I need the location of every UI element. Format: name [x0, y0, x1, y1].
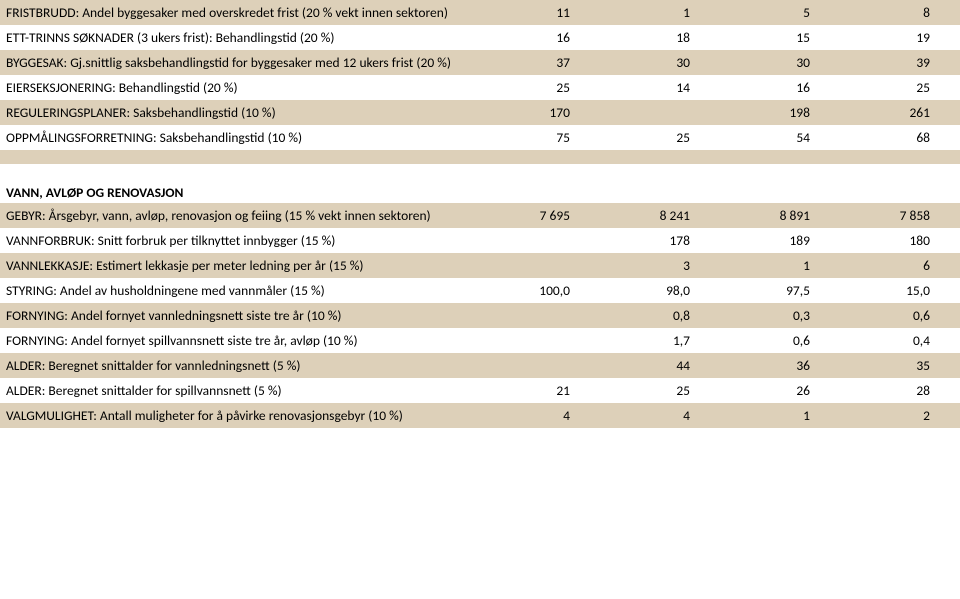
row-value: 189	[720, 228, 840, 253]
row-label: ETT-TRINNS SØKNADER (3 ukers frist): Beh…	[0, 25, 480, 50]
row-value: 14	[600, 75, 720, 100]
row-value: 37	[480, 50, 600, 75]
table-row: FORNYING: Andel fornyet spillvannsnett s…	[0, 328, 960, 353]
row-value: 0,6	[840, 303, 960, 328]
row-label: EIERSEKSJONERING: Behandlingstid (20 %)	[0, 75, 480, 100]
table-row: ALDER: Beregnet snittalder for spillvann…	[0, 378, 960, 403]
row-label: FRISTBRUDD: Andel byggesaker med overskr…	[0, 0, 480, 25]
row-label: BYGGESAK: Gj.snittlig saksbehandlingstid…	[0, 50, 480, 75]
row-value	[480, 303, 600, 328]
row-value: 44	[600, 353, 720, 378]
row-value: 3	[600, 253, 720, 278]
row-value: 21	[480, 378, 600, 403]
row-value	[480, 328, 600, 353]
row-value: 39	[840, 50, 960, 75]
row-value	[480, 228, 600, 253]
row-value: 4	[600, 403, 720, 428]
row-value: 68	[840, 125, 960, 150]
row-value: 5	[720, 0, 840, 25]
row-label: ALDER: Beregnet snittalder for vannledni…	[0, 353, 480, 378]
row-value: 0,4	[840, 328, 960, 353]
row-value: 180	[840, 228, 960, 253]
row-value: 54	[720, 125, 840, 150]
table-row: STYRING: Andel av husholdningene med van…	[0, 278, 960, 303]
row-label: VANNFORBRUK: Snitt forbruk per tilknytte…	[0, 228, 480, 253]
table-row: ALDER: Beregnet snittalder for vannledni…	[0, 353, 960, 378]
row-value: 170	[480, 100, 600, 125]
row-value: 28	[840, 378, 960, 403]
row-value	[480, 253, 600, 278]
table-row: BYGGESAK: Gj.snittlig saksbehandlingstid…	[0, 50, 960, 75]
row-value: 261	[840, 100, 960, 125]
table-row: VANNFORBRUK: Snitt forbruk per tilknytte…	[0, 228, 960, 253]
row-value: 1	[720, 403, 840, 428]
section-header: VANN, AVLØP OG RENOVASJON	[0, 178, 960, 203]
row-label: VALGMULIGHET: Antall muligheter for å på…	[0, 403, 480, 428]
row-value: 1	[600, 0, 720, 25]
row-value: 0,8	[600, 303, 720, 328]
row-value: 36	[720, 353, 840, 378]
row-value: 4	[480, 403, 600, 428]
row-label: ALDER: Beregnet snittalder for spillvann…	[0, 378, 480, 403]
row-value: 26	[720, 378, 840, 403]
row-value: 75	[480, 125, 600, 150]
row-value	[480, 353, 600, 378]
row-value	[600, 100, 720, 125]
row-value: 35	[840, 353, 960, 378]
row-label: GEBYR: Årsgebyr, vann, avløp, renovasjon…	[0, 203, 480, 228]
row-value: 8 891	[720, 203, 840, 228]
row-value: 8 241	[600, 203, 720, 228]
row-value: 178	[600, 228, 720, 253]
table-row: OPPMÅLINGSFORRETNING: Saksbehandlingstid…	[0, 125, 960, 150]
row-label: FORNYING: Andel fornyet spillvannsnett s…	[0, 328, 480, 353]
table-row: VALGMULIGHET: Antall muligheter for å på…	[0, 403, 960, 428]
table-row: ETT-TRINNS SØKNADER (3 ukers frist): Beh…	[0, 25, 960, 50]
table-row: FORNYING: Andel fornyet vannledningsnett…	[0, 303, 960, 328]
row-value: 198	[720, 100, 840, 125]
row-label: VANNLEKKASJE: Estimert lekkasje per mete…	[0, 253, 480, 278]
row-value: 25	[600, 378, 720, 403]
table-row: VANNLEKKASJE: Estimert lekkasje per mete…	[0, 253, 960, 278]
row-value: 16	[720, 75, 840, 100]
row-value: 98,0	[600, 278, 720, 303]
row-value: 30	[600, 50, 720, 75]
table-row: FRISTBRUDD: Andel byggesaker med overskr…	[0, 0, 960, 25]
data-table: FRISTBRUDD: Andel byggesaker med overskr…	[0, 0, 960, 428]
row-value: 1	[720, 253, 840, 278]
row-label: OPPMÅLINGSFORRETNING: Saksbehandlingstid…	[0, 125, 480, 150]
row-label: FORNYING: Andel fornyet vannledningsnett…	[0, 303, 480, 328]
row-value: 19	[840, 25, 960, 50]
row-value: 0,6	[720, 328, 840, 353]
row-label: REGULERINGSPLANER: Saksbehandlingstid (1…	[0, 100, 480, 125]
row-value: 8	[840, 0, 960, 25]
table-row: REGULERINGSPLANER: Saksbehandlingstid (1…	[0, 100, 960, 125]
row-value: 97,5	[720, 278, 840, 303]
row-value: 25	[600, 125, 720, 150]
table-row: GEBYR: Årsgebyr, vann, avløp, renovasjon…	[0, 203, 960, 228]
row-value: 25	[480, 75, 600, 100]
row-value: 6	[840, 253, 960, 278]
row-value: 30	[720, 50, 840, 75]
row-value: 7 858	[840, 203, 960, 228]
row-value: 15	[720, 25, 840, 50]
row-value: 16	[480, 25, 600, 50]
row-value: 0,3	[720, 303, 840, 328]
row-value: 7 695	[480, 203, 600, 228]
row-label: STYRING: Andel av husholdningene med van…	[0, 278, 480, 303]
row-value: 100,0	[480, 278, 600, 303]
row-value: 25	[840, 75, 960, 100]
row-value: 11	[480, 0, 600, 25]
row-value: 2	[840, 403, 960, 428]
row-value: 15,0	[840, 278, 960, 303]
table-row: EIERSEKSJONERING: Behandlingstid (20 %)2…	[0, 75, 960, 100]
row-value: 1,7	[600, 328, 720, 353]
row-value: 18	[600, 25, 720, 50]
